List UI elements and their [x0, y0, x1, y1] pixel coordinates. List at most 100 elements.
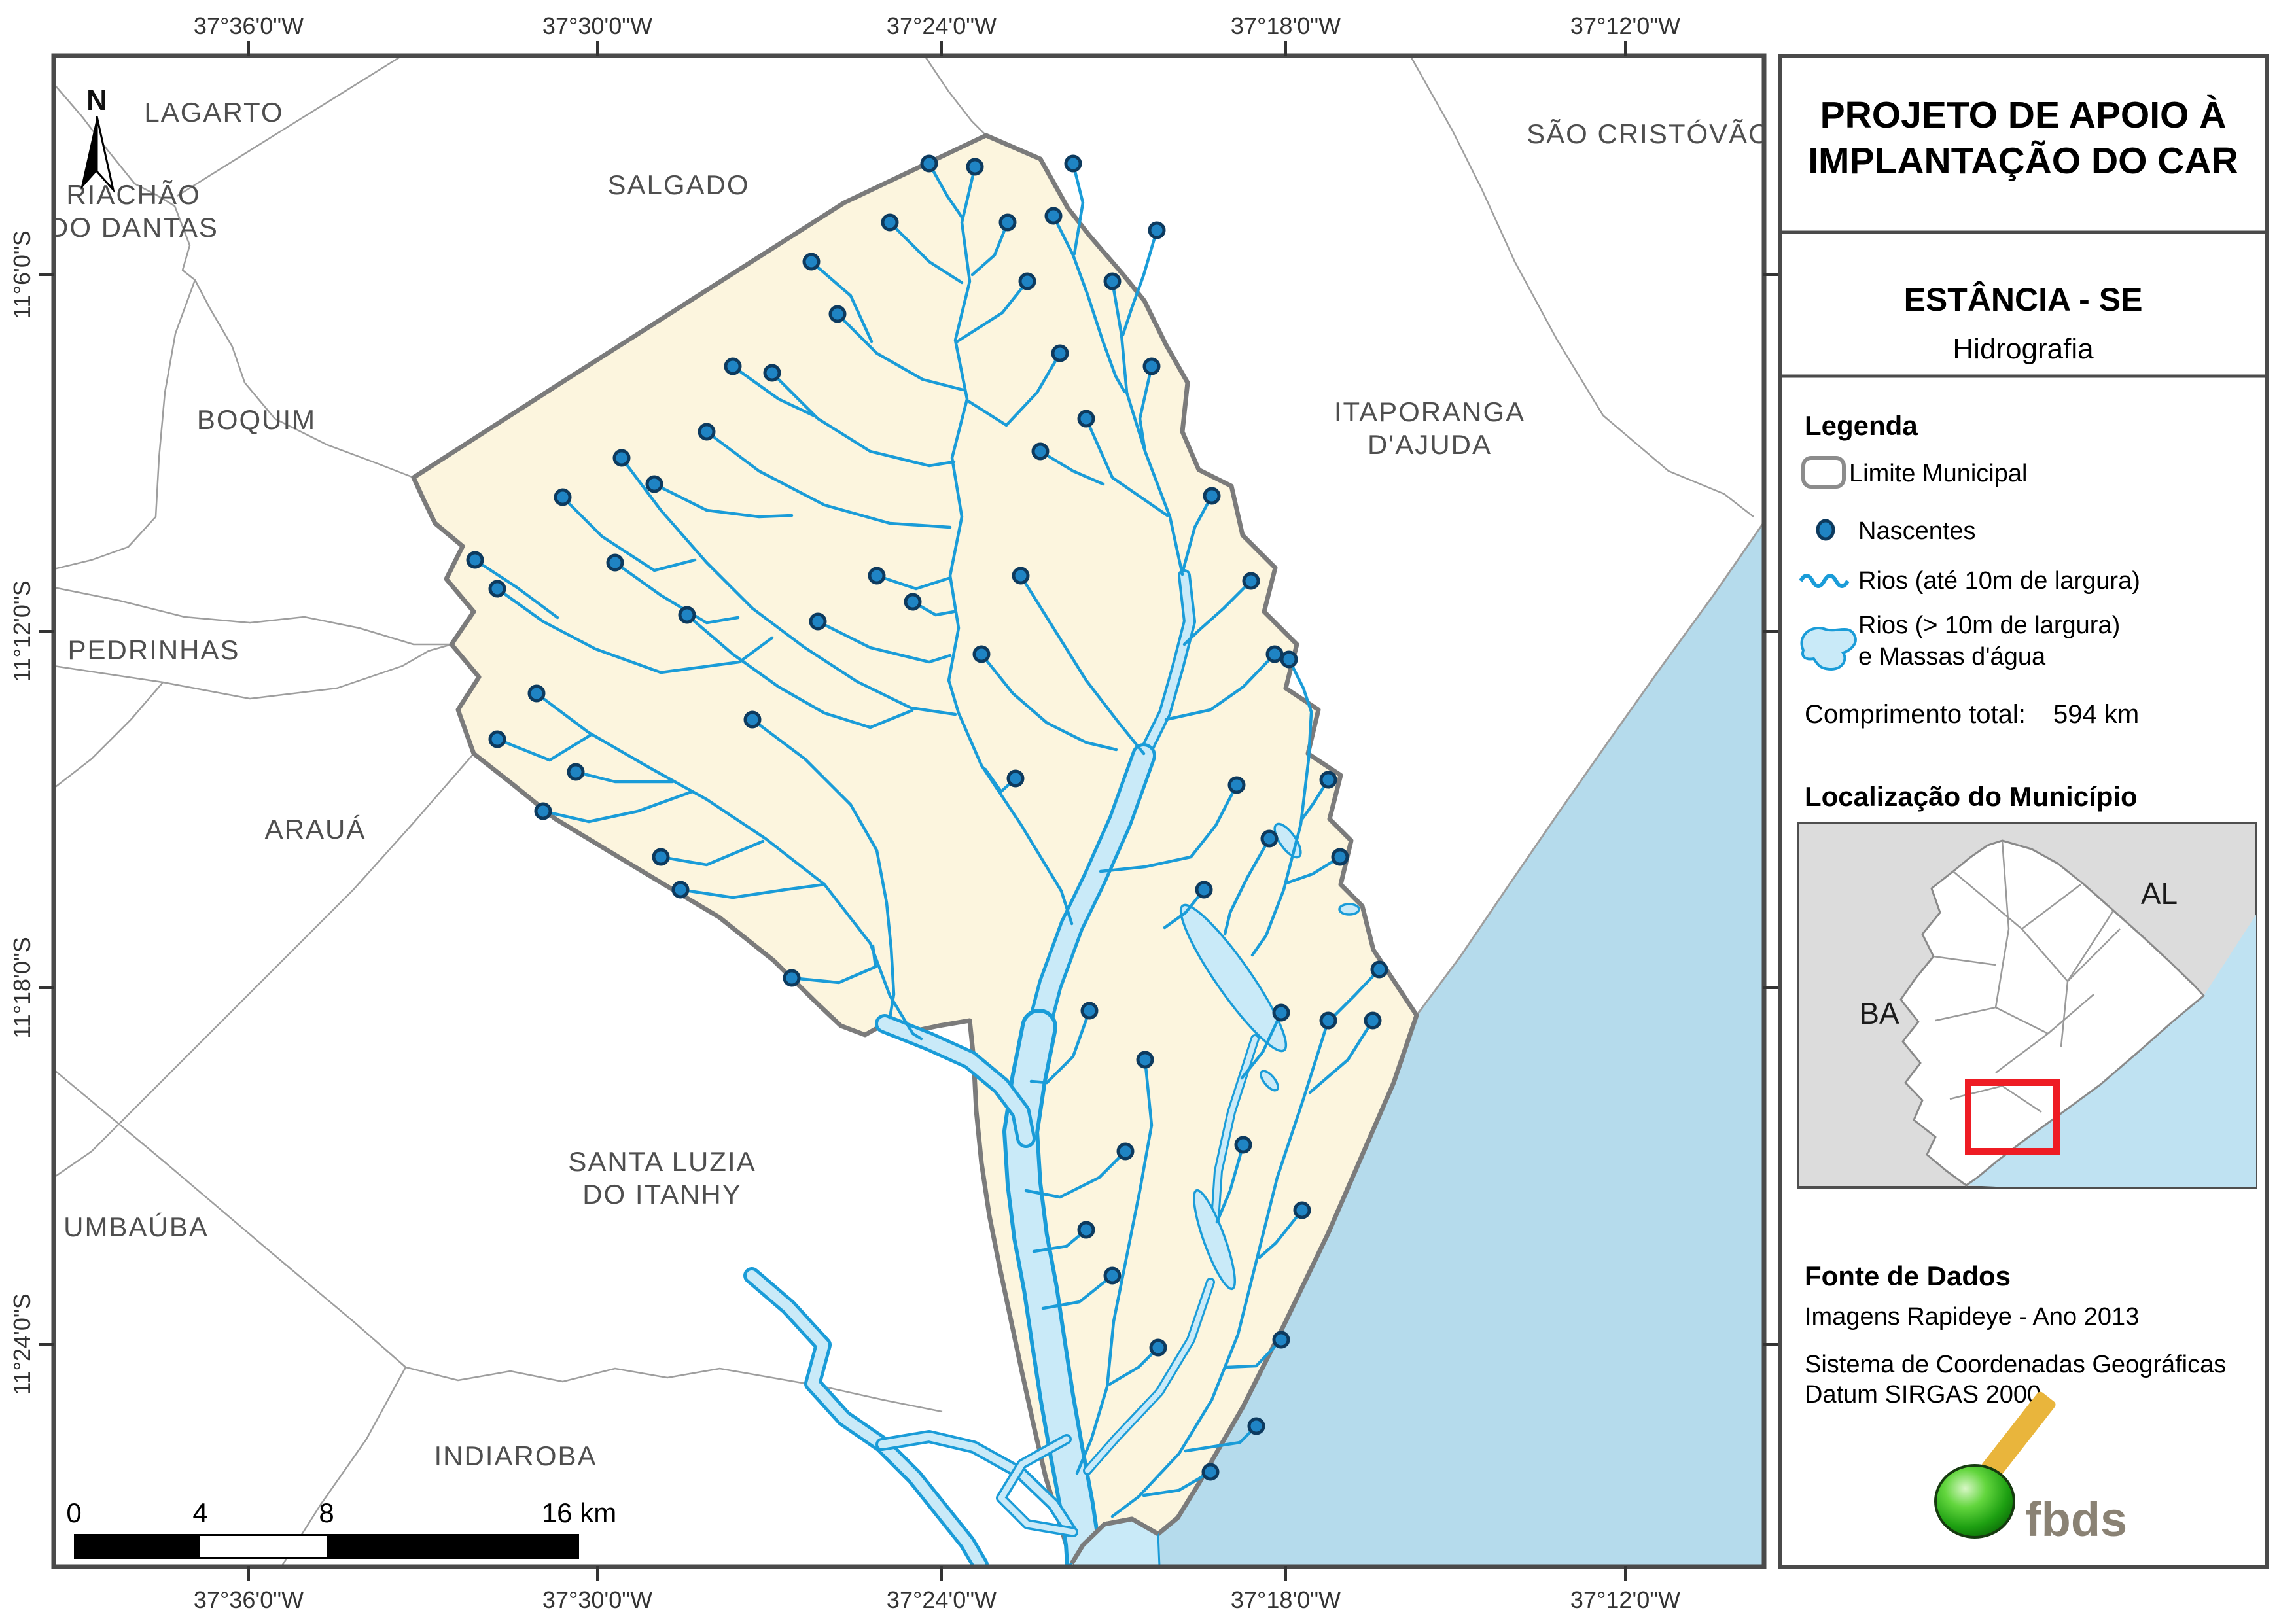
- spring-nascente: [1319, 1011, 1337, 1030]
- river: [1163, 888, 1206, 930]
- map-label-municipality: DO DANTAS: [48, 212, 219, 243]
- spring-nascente: [1012, 567, 1030, 585]
- total-length-value: 594 km: [2053, 700, 2139, 729]
- wide-river: [1030, 746, 1153, 1036]
- river: [1038, 449, 1105, 486]
- river: [965, 351, 1062, 427]
- spring-nascente: [671, 881, 690, 899]
- spring-nascente: [1364, 1011, 1382, 1030]
- spring-nascente: [1149, 1338, 1167, 1357]
- inset-label-al: AL: [2141, 877, 2178, 911]
- river: [1108, 1346, 1160, 1386]
- river: [1287, 657, 1313, 714]
- wide-river: [1140, 572, 1193, 759]
- spring-nascente: [1103, 272, 1122, 290]
- legend-water-body-label-line1: Rios (> 10m de largura): [1858, 612, 2120, 639]
- scale-bar-tick-label: 0: [66, 1497, 81, 1528]
- neighbor-boundary: [54, 83, 414, 479]
- neighbor-boundary: [54, 279, 196, 570]
- neighbor-boundaries-layer: [54, 56, 1754, 1567]
- spring-nascente: [743, 710, 762, 729]
- data-source-line3: Datum SIRGAS 2000: [1805, 1381, 2041, 1408]
- spring-nascente: [534, 802, 552, 820]
- wide-river: [998, 1436, 1076, 1535]
- map-label-municipality: INDIAROBA: [434, 1440, 597, 1471]
- spring-nascente: [966, 158, 984, 176]
- spring-nascente: [1116, 1142, 1135, 1161]
- spring-nascente: [612, 449, 631, 467]
- inset-municipal-line: [1994, 928, 2010, 1008]
- spring-nascente: [920, 154, 938, 173]
- info-panel: PROJETO DE APOIO À IMPLANTAÇÃO DO CAR ES…: [1778, 54, 2269, 1569]
- spring-nascente: [1227, 776, 1246, 794]
- project-title-line1: PROJETO DE APOIO À: [1820, 94, 2227, 136]
- municipality-boundary-estuary-crossing: [1070, 1516, 1159, 1565]
- river: [1024, 1149, 1127, 1199]
- river: [809, 260, 874, 343]
- river: [1223, 837, 1271, 936]
- spring-nascente: [1247, 1417, 1265, 1435]
- river: [888, 220, 964, 285]
- river: [705, 430, 952, 529]
- river: [751, 718, 896, 1020]
- river: [652, 482, 794, 519]
- fbds-logo-text: fbds: [2025, 1492, 2127, 1546]
- river: [927, 162, 964, 219]
- river: [1142, 1470, 1212, 1497]
- inset-geometry: [1899, 839, 2256, 1187]
- river: [836, 312, 965, 392]
- map-label-municipality: DO ITANHY: [582, 1179, 742, 1210]
- river: [620, 456, 957, 716]
- spring-nascente: [972, 645, 991, 663]
- spring-nascente: [1370, 960, 1388, 979]
- data-source-line2: Sistema de Coordenadas Geográficas: [1805, 1351, 2226, 1378]
- ocean: [1159, 522, 1764, 1567]
- lon-label-top: 37°30'0"W: [542, 12, 652, 39]
- legend-municipal-limit-label: Limite Municipal: [1849, 460, 2027, 487]
- inset-municipal-line: [1935, 1006, 1996, 1022]
- lat-label-left: 11°6'0"S: [9, 230, 35, 319]
- spring-nascente: [998, 213, 1017, 232]
- spring-nascente: [1265, 645, 1284, 663]
- lon-label-bottom: 37°30'0"W: [542, 1586, 652, 1613]
- neighbor-boundary: [54, 753, 474, 1179]
- spring-nascente: [1203, 487, 1221, 505]
- scale-bar-tick-label: 4: [192, 1497, 207, 1528]
- data-source-line1: Imagens Rapideye - Ano 2013: [1805, 1303, 2139, 1331]
- map-label-municipality: PEDRINHAS: [67, 635, 239, 665]
- spring-nascente: [1242, 572, 1260, 590]
- project-title-line2: IMPLANTAÇÃO DO CAR: [1808, 140, 2238, 182]
- river: [1071, 162, 1085, 256]
- river: [1329, 968, 1381, 1021]
- north-arrow-left-half: [80, 116, 97, 190]
- legend-municipal-limit-swatch: [1801, 456, 1846, 489]
- spring-nascente: [724, 357, 742, 375]
- river: [1225, 1338, 1283, 1369]
- river: [1138, 364, 1154, 453]
- spring-nascente: [1077, 410, 1095, 428]
- river: [561, 495, 697, 572]
- wide-river: [747, 1270, 985, 1567]
- river: [1099, 783, 1239, 873]
- map-label-municipality: ARAUÁ: [265, 814, 366, 845]
- spring-nascente: [881, 213, 899, 232]
- fbds-logo: fbds: [1934, 1391, 2127, 1546]
- inset-municipal-line: [1949, 1085, 2003, 1100]
- inset-municipal-line: [2021, 928, 2068, 982]
- river: [1240, 1011, 1283, 1080]
- river: [1250, 711, 1313, 957]
- spring-nascente: [809, 612, 827, 631]
- river: [495, 733, 592, 762]
- river: [1300, 778, 1330, 821]
- lon-label-top: 37°36'0"W: [194, 12, 304, 39]
- inset-municipal-line: [2060, 981, 2069, 1047]
- neighbor-boundary: [54, 1069, 406, 1368]
- river: [1075, 1058, 1154, 1475]
- neighbor-boundary: [405, 1366, 943, 1413]
- lon-label-top: 37°24'0"W: [887, 12, 997, 39]
- river: [970, 220, 1010, 277]
- spring-nascente: [1136, 1051, 1154, 1069]
